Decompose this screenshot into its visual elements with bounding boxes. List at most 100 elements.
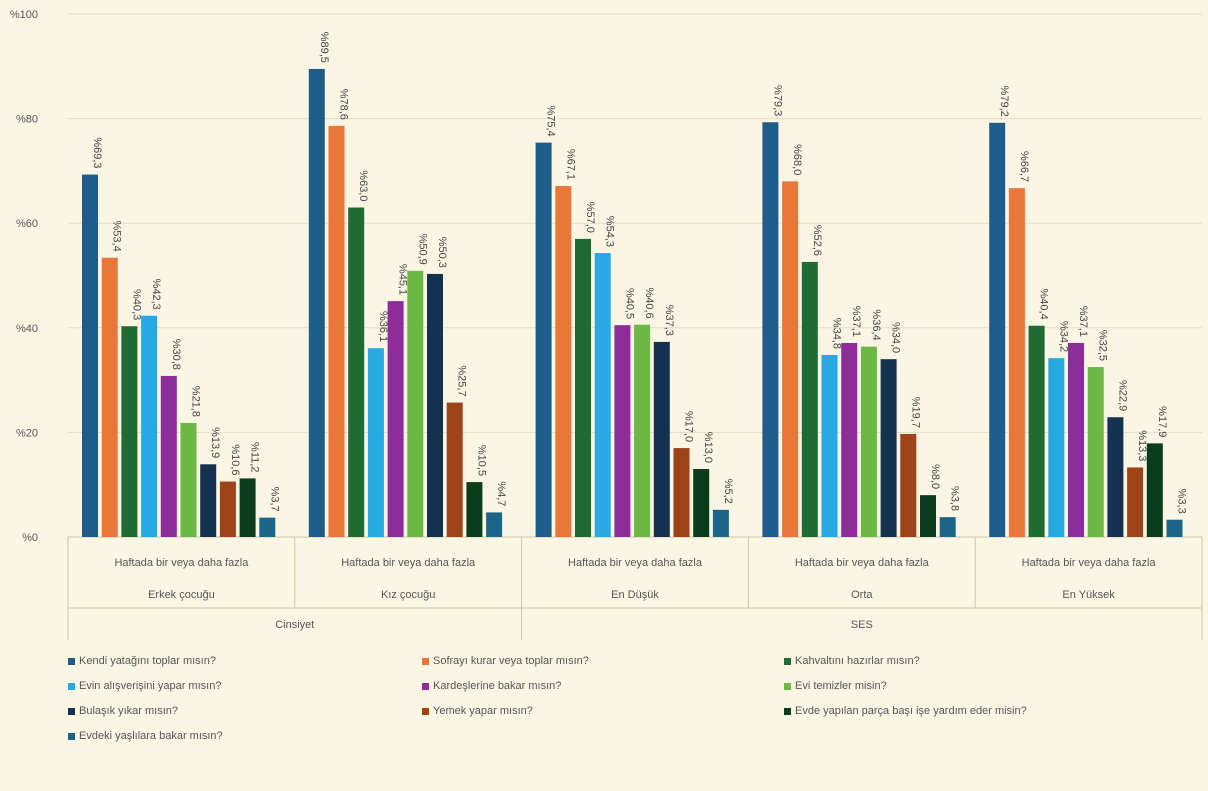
legend-item: Kendi yatağını toplar mısın? [68, 652, 422, 670]
bar [82, 174, 98, 537]
bar [427, 273, 443, 537]
data-label: %53,4 [111, 221, 123, 252]
subcategory-label: En Yüksek [1062, 589, 1115, 601]
bar [1087, 367, 1104, 537]
legend-label: Kahvaltını hazırlar mısın? [795, 655, 920, 667]
data-label: %3,3 [1176, 489, 1188, 514]
data-label: %36,1 [377, 311, 389, 342]
legend-label: Yemek yapar mısın? [433, 705, 533, 717]
legend-swatch [784, 682, 791, 690]
bar-chart: %0 %20 %40 %60 %80 %100 %69,3 %89,5 %75,4 %79,3 %7… [10, 9, 1203, 640]
bar [762, 122, 779, 538]
y-tick-label: %0 [22, 532, 38, 544]
bar [486, 512, 503, 537]
legend-swatch [68, 707, 75, 715]
data-label: %32,5 [1097, 330, 1109, 361]
bar [535, 142, 552, 537]
data-label: %10,5 [475, 445, 487, 476]
data-label: %66,7 [1018, 151, 1030, 182]
bar [308, 68, 325, 537]
bar [614, 325, 631, 537]
bar [575, 238, 591, 537]
legend-swatch [784, 657, 791, 665]
category-label: Haftada bir veya daha fazla [1022, 557, 1157, 569]
legend-swatch [68, 657, 75, 665]
subcategory-label: En Düşük [611, 589, 659, 601]
data-label: %68,0 [791, 144, 803, 175]
data-label: %75,4 [545, 105, 557, 136]
data-label: %11,2 [249, 442, 261, 472]
bar [673, 448, 690, 537]
y-tick-label: %40 [16, 323, 38, 335]
legend-swatch [68, 682, 75, 690]
data-label: %21,8 [190, 386, 202, 417]
data-label: %52,6 [811, 225, 823, 256]
bar [348, 207, 365, 537]
data-label: %79,3 [771, 85, 783, 116]
bar [1068, 342, 1084, 537]
bar [1166, 519, 1183, 537]
chart-legend: Kendi yatağını toplar mısın? Sofrayı kura… [68, 652, 1188, 745]
legend-swatch [68, 732, 75, 740]
legend-label: Evin alışverişini yapar mısın? [79, 680, 222, 692]
legend-item: Evi temizler misin? [784, 677, 1188, 695]
legend-swatch [784, 707, 791, 715]
bar [387, 301, 404, 537]
legend-label: Bulaşık yıkar mısın? [79, 705, 179, 717]
data-label: %3,7 [268, 487, 280, 512]
data-label: %37,3 [663, 305, 675, 336]
bar [180, 422, 197, 537]
bar [466, 482, 483, 537]
legend-item: Bulaşık yıkar mısın? [68, 702, 422, 720]
category-label: Haftada bir veya daha fazla [341, 557, 476, 569]
data-label: %37,1 [850, 306, 862, 337]
y-tick-label: %100 [10, 9, 38, 21]
data-label: %36,4 [870, 309, 882, 340]
subcategory-label: Erkek çocuğu [148, 589, 215, 601]
legend-item: Evdeki yaşlılara bakar mısın? [68, 727, 422, 745]
bar [555, 186, 572, 537]
bar [939, 517, 956, 537]
bar [259, 517, 276, 537]
bar [367, 348, 384, 537]
bar [160, 375, 177, 537]
data-label: %8,0 [929, 464, 941, 489]
bar [1107, 417, 1124, 537]
data-label: %13,0 [702, 432, 714, 463]
bar [200, 464, 217, 537]
bar [141, 315, 158, 537]
legend-item: Evde yapılan parça başı işe yardım eder … [784, 702, 1188, 720]
bar [841, 342, 858, 537]
legend-item: Kahvaltını hazırlar mısın? [784, 652, 1188, 670]
data-label: %40,3 [130, 289, 142, 320]
data-label: %22,9 [1116, 380, 1128, 411]
legend-label: Sofrayı kurar veya toplar mısın? [433, 655, 589, 667]
data-label: %42,3 [150, 279, 162, 310]
bar [219, 481, 236, 537]
data-label: %67,1 [564, 149, 576, 180]
data-label: %50,9 [416, 234, 428, 265]
data-label: %69,3 [91, 137, 103, 168]
bar [782, 181, 799, 538]
data-label: %37,1 [1077, 306, 1089, 337]
data-label: %40,4 [1038, 289, 1050, 320]
y-tick-label: %80 [16, 114, 38, 126]
data-label: %4,7 [495, 481, 507, 506]
data-label: %5,2 [722, 479, 734, 504]
category-label: Haftada bir veya daha fazla [568, 557, 703, 569]
bar [634, 324, 651, 537]
data-label: %78,6 [338, 89, 350, 120]
bar [693, 469, 710, 537]
data-label: %17,9 [1156, 406, 1168, 437]
bar [1127, 467, 1144, 537]
bar [801, 261, 818, 537]
legend-label: Kardeşlerine bakar mısın? [433, 680, 562, 692]
y-tick-label: %20 [16, 427, 38, 439]
bar [989, 122, 1006, 537]
data-label: %34,8 [831, 318, 843, 349]
data-label: %63,0 [357, 170, 369, 201]
legend-label: Evi temizler misin? [795, 680, 887, 692]
bar [446, 402, 463, 537]
legend-swatch [422, 657, 429, 665]
data-label: %50,3 [436, 237, 448, 268]
